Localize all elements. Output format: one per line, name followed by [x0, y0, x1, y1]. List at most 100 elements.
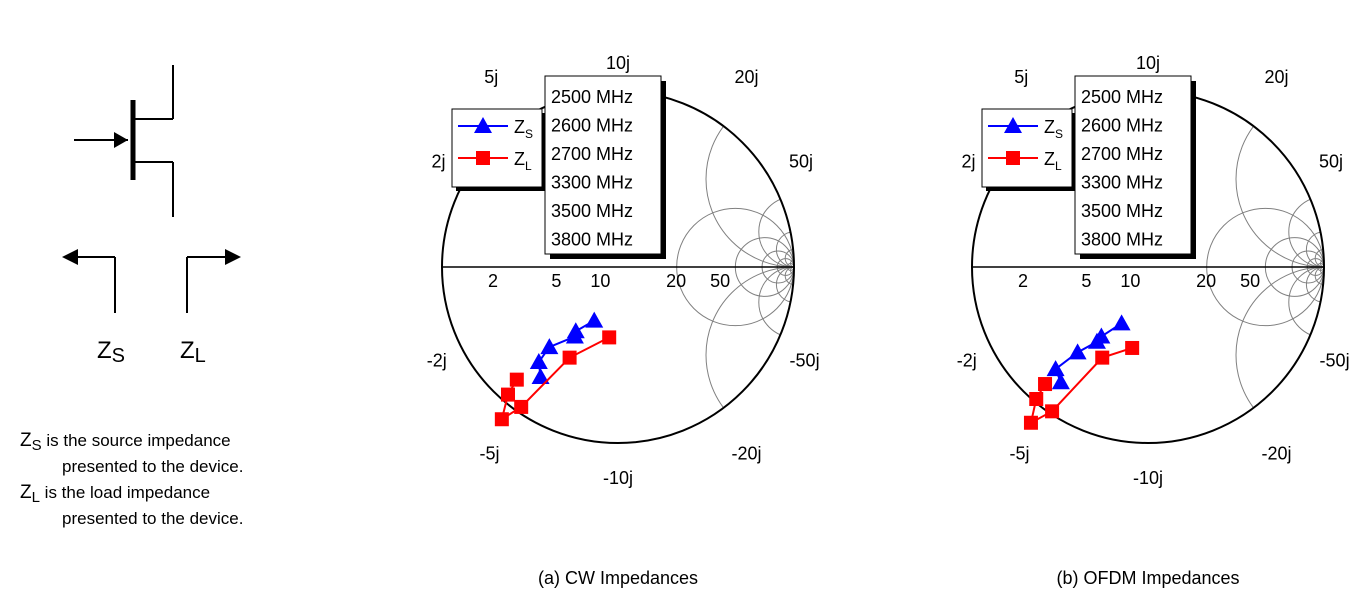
reactance-arc	[775, 231, 794, 268]
resistance-tick-label: 10	[590, 271, 610, 291]
legend-marker	[474, 117, 492, 133]
gate-arrow-icon	[114, 132, 128, 148]
reactance-arc	[705, 91, 794, 268]
reactance-tick-label: -20j	[1261, 444, 1291, 464]
legend-box	[451, 108, 543, 188]
reactance-tick-label: -20j	[731, 444, 761, 464]
zl-point	[562, 350, 577, 365]
zl-note-line2: presented to the device.	[62, 509, 243, 528]
zl-point	[1045, 404, 1060, 419]
frequency-label: 3800 MHz	[1081, 230, 1163, 250]
zl-point	[501, 387, 515, 402]
zs-point	[531, 368, 550, 384]
reactance-tick-label: -50j	[790, 350, 820, 370]
resistance-tick-label: 50	[1240, 271, 1260, 291]
frequency-label: 2500 MHz	[1081, 87, 1163, 107]
resistance-tick-label: 5	[1081, 271, 1091, 291]
resistance-tick-label: 50	[710, 271, 730, 291]
reactance-tick-label: 20j	[1264, 67, 1288, 87]
zs-point	[1051, 373, 1070, 390]
frequency-label: 2500 MHz	[551, 87, 633, 107]
zs-note-line1: ZS is the source impedance	[20, 430, 231, 454]
legend-marker	[1006, 151, 1020, 165]
frequency-label: 2600 MHz	[1081, 116, 1163, 136]
left-arrow-icon	[62, 249, 78, 265]
zs-point	[566, 322, 585, 339]
frequency-label: 3500 MHz	[551, 201, 633, 221]
data-series	[494, 311, 617, 427]
resistance-tick-label: 2	[1018, 271, 1028, 291]
tick-labels: 2 5 10 20 50 2j 5j 10j 20j 50j -2j -5j -10j -20j -50j	[427, 53, 820, 488]
frequency-label: 3300 MHz	[551, 173, 633, 193]
reactance-tick-label: 2j	[961, 151, 975, 171]
transistor-schematic	[62, 65, 241, 313]
reactance-tick-label: -5j	[1010, 444, 1030, 464]
frequency-list: 2500 MHz 2600 MHz 2700 MHz 3300 MHz 3500 MHz…	[1074, 75, 1196, 259]
zs-point	[585, 311, 604, 328]
resistance-tick-label: 5	[551, 271, 561, 291]
reactance-arc	[705, 266, 794, 443]
reactance-tick-label: -10j	[603, 468, 633, 488]
zl-label: ZL	[180, 337, 206, 367]
zs-note-line2: presented to the device.	[62, 457, 243, 476]
reactance-arc	[1288, 196, 1324, 268]
legend-label: ZS	[514, 117, 533, 141]
reactance-arc	[1288, 266, 1324, 338]
zl-point	[1023, 415, 1038, 430]
frequency-label: 3800 MHz	[551, 230, 633, 250]
zl-point	[1029, 392, 1044, 406]
resistance-tick-label: 2	[488, 271, 498, 291]
chart-caption: (b) OFDM Impedances	[1056, 568, 1239, 588]
zs-point	[1112, 314, 1131, 331]
frequency-list-box	[1074, 75, 1192, 255]
reactance-tick-label: -2j	[957, 350, 977, 370]
reactance-arc	[1305, 231, 1324, 268]
reactance-arc	[784, 248, 794, 268]
zl-note-line1: ZL is the load impedance	[20, 482, 210, 506]
zs-point	[1092, 327, 1111, 344]
reactance-tick-label: 5j	[484, 67, 498, 87]
frequency-list-box	[544, 75, 662, 255]
reactance-tick-label: -50j	[1320, 350, 1350, 370]
legend: ZS ZL	[981, 108, 1076, 191]
reactance-tick-label: -2j	[427, 350, 447, 370]
frequency-label: 3300 MHz	[1081, 173, 1163, 193]
frequency-label: 2700 MHz	[551, 144, 633, 164]
reactance-arc	[784, 266, 794, 286]
reactance-tick-label: -5j	[480, 444, 500, 464]
legend-marker	[1004, 117, 1022, 133]
legend-label: ZS	[1044, 117, 1063, 141]
resistance-tick-label: 20	[1196, 271, 1216, 291]
zs-point	[1046, 360, 1065, 377]
right-arrow-icon	[225, 249, 241, 265]
zl-point	[514, 399, 529, 414]
reactance-tick-label: 50j	[1319, 151, 1343, 171]
reactance-arc	[1235, 91, 1324, 268]
zs-point	[1068, 343, 1087, 360]
zs-label: ZS	[97, 337, 125, 367]
smith-chart-ofdm: 2 5 10 20 502j5j10j20j50j-2j-5j-10j-20j-50j …	[957, 53, 1350, 588]
legend-marker	[476, 151, 490, 165]
frequency-label: 2600 MHz	[551, 116, 633, 136]
zl-point	[1038, 377, 1053, 392]
resistance-tick-label: 20	[666, 271, 686, 291]
data-series	[1023, 314, 1140, 430]
zs-point	[529, 353, 548, 370]
reactance-tick-label: 2j	[431, 151, 445, 171]
tick-labels: 2 5 10 20 50 2j 5j 10j 20j 50j -2j -5j -10j -20j -50j	[957, 53, 1350, 488]
zl-point	[1125, 340, 1140, 355]
reactance-tick-label: 20j	[734, 67, 758, 87]
reactance-tick-label: 10j	[1136, 53, 1160, 73]
frequency-label: 2700 MHz	[1081, 144, 1163, 164]
reactance-tick-label: 50j	[789, 151, 813, 171]
chart-caption: (a) CW Impedances	[538, 568, 698, 588]
reactance-tick-label: 5j	[1014, 67, 1028, 87]
zl-point	[509, 372, 524, 387]
frequency-label: 3500 MHz	[1081, 201, 1163, 221]
zl-point	[602, 330, 617, 345]
legend-box	[981, 108, 1073, 188]
reactance-arc	[775, 266, 794, 303]
legend: ZS ZL	[451, 108, 546, 191]
reactance-arc	[1305, 266, 1324, 303]
resistance-tick-label: 10	[1120, 271, 1140, 291]
